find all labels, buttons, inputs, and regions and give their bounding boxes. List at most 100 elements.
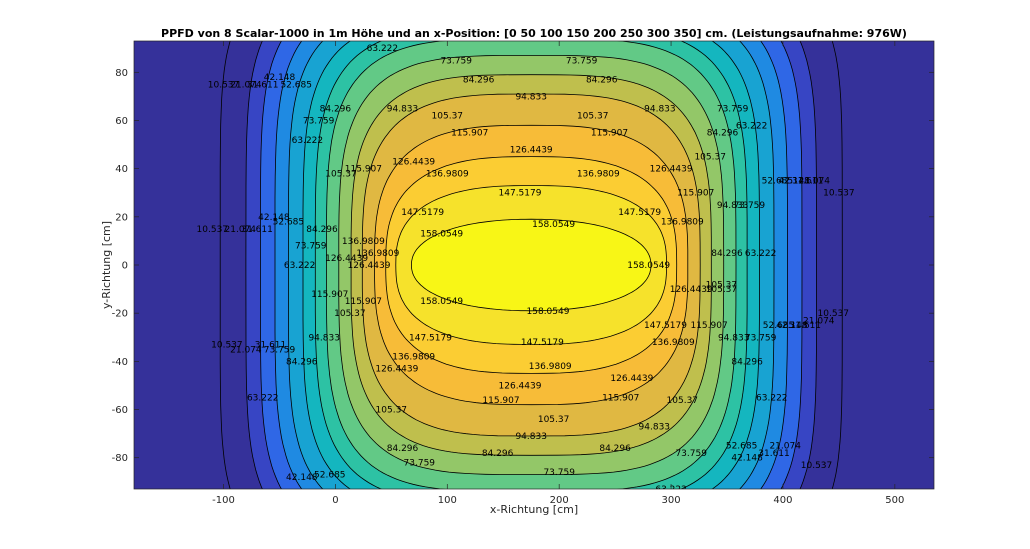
contour-label: 21.074 xyxy=(225,225,257,235)
y-axis-label: y-Richtung [cm] xyxy=(100,221,113,309)
contour-label: 115.907 xyxy=(482,396,519,406)
contour-label: 73.759 xyxy=(566,56,598,66)
contour-label: 115.907 xyxy=(311,290,348,300)
contour-line-42.148 xyxy=(274,41,788,489)
y-tick-label: 80 xyxy=(115,68,128,79)
contour-label: 10.537 xyxy=(801,461,833,471)
contour-lines xyxy=(219,41,843,489)
contour-label: 126.4439 xyxy=(650,165,693,175)
contour-label: 73.759 xyxy=(675,449,707,459)
contour-label: 84.296 xyxy=(599,444,631,454)
x-tick-label: 0 xyxy=(332,495,338,506)
contour-fills xyxy=(220,41,843,489)
contour-label: 73.759 xyxy=(303,117,335,127)
x-tick-label: 100 xyxy=(438,495,457,506)
contour-label: 94.833 xyxy=(515,432,547,442)
contour-label: 63.222 xyxy=(292,136,324,146)
y-tick-label: -40 xyxy=(112,357,128,368)
y-tick-label: 60 xyxy=(115,116,128,127)
contour-label: 73.759 xyxy=(440,56,472,66)
contour-label: 73.759 xyxy=(264,345,296,355)
contour-label: 84.296 xyxy=(463,76,495,86)
contour-label: 73.759 xyxy=(295,242,327,252)
contour-label: 31.611 xyxy=(792,177,824,187)
contour-label: 105.37 xyxy=(667,396,699,406)
contour-label: 52.685 xyxy=(280,80,312,90)
contour-label: 31.611 xyxy=(247,80,279,90)
y-tick-label: 0 xyxy=(122,261,128,272)
contour-label: 94.833 xyxy=(639,422,671,432)
contour-label: 31.611 xyxy=(758,449,790,459)
contour-label: 52.685 xyxy=(762,177,794,187)
contour-line-52.685 xyxy=(287,41,775,489)
contour-label: 147.5179 xyxy=(618,208,661,218)
contour-label: 10.537 xyxy=(211,341,243,351)
contour-label: 21.074 xyxy=(799,177,831,187)
contour-label: 136.9809 xyxy=(426,170,469,180)
contour-label: 31.611 xyxy=(790,321,822,331)
contour-line-136.9809 xyxy=(385,156,678,374)
contour-label: 84.296 xyxy=(387,444,419,454)
contour-label: 21.074 xyxy=(803,316,835,326)
contour-label: 105.37 xyxy=(694,153,726,163)
contour-label: 136.9809 xyxy=(577,170,620,180)
contour-label: 84.296 xyxy=(711,249,743,259)
contour-label: 136.9809 xyxy=(392,353,435,363)
contour-label: 126.4439 xyxy=(325,254,368,264)
contour-label: 10.537 xyxy=(208,80,240,90)
contour-label: 94.833 xyxy=(515,92,547,102)
contour-label: 105.37 xyxy=(577,112,609,122)
contour-label: 115.907 xyxy=(690,321,727,331)
contour-line-31.611 xyxy=(259,41,803,489)
y-tick-label: 40 xyxy=(115,164,128,175)
contour-label: 105.37 xyxy=(325,170,357,180)
contour-label: 84.296 xyxy=(707,129,739,139)
contour-line-115.907 xyxy=(361,93,701,437)
contour-label: 84.296 xyxy=(482,449,514,459)
contour-label: 73.759 xyxy=(404,459,436,469)
contour-label: 136.9809 xyxy=(356,249,399,259)
contour-label: 42.148 xyxy=(731,454,763,464)
contour-line-73.759 xyxy=(314,41,748,489)
contour-line-105.37 xyxy=(350,74,712,456)
contour-line-94.833 xyxy=(338,55,725,475)
contour-label: 126.4439 xyxy=(510,145,553,155)
contour-label: 158.0549 xyxy=(627,261,670,271)
x-axis-ticks: -100 0 100 200 300 400 500 xyxy=(212,41,904,506)
contour-label: 42.148 xyxy=(258,213,290,223)
contour-fill-158.0549 xyxy=(411,219,651,311)
contour-label: 158.0549 xyxy=(527,307,570,317)
contour-line-10.537 xyxy=(219,41,843,489)
contour-label: 136.9809 xyxy=(342,237,385,247)
contour-label: 136.9809 xyxy=(652,338,695,348)
y-tick-label: -80 xyxy=(112,453,128,464)
contour-line-84.296 xyxy=(325,41,737,489)
contour-label: 105.37 xyxy=(706,285,738,295)
contour-label: 147.5179 xyxy=(644,321,687,331)
contour-label: 158.0549 xyxy=(532,220,575,230)
contour-label: 52.685 xyxy=(726,442,758,452)
contour-label: 105.37 xyxy=(706,280,738,290)
contour-label: 63.222 xyxy=(367,44,399,54)
contour-label: 147.5179 xyxy=(521,338,564,348)
contour-label: 126.4439 xyxy=(392,157,435,167)
contour-label: 94.833 xyxy=(717,201,749,211)
contour-label: 42.148 xyxy=(778,177,810,187)
contour-line-158.0549 xyxy=(411,218,652,312)
contour-label: 94.833 xyxy=(308,333,340,343)
contour-line-147.5179 xyxy=(395,185,668,345)
contour-line-126.4439 xyxy=(374,124,689,406)
contour-label: 94.833 xyxy=(644,104,676,114)
contour-label: 73.759 xyxy=(543,468,575,478)
y-tick-label: -20 xyxy=(112,309,128,320)
contour-label: 63.222 xyxy=(284,261,316,271)
x-axis-label: x-Richtung [cm] xyxy=(490,503,578,516)
contour-label: 126.4439 xyxy=(610,374,653,384)
x-tick-label: 500 xyxy=(885,495,904,506)
contour-label: 158.0549 xyxy=(420,297,463,307)
contour-label: 73.759 xyxy=(717,104,749,114)
contour-label: 10.537 xyxy=(818,309,850,319)
contour-label: 84.296 xyxy=(320,104,352,114)
